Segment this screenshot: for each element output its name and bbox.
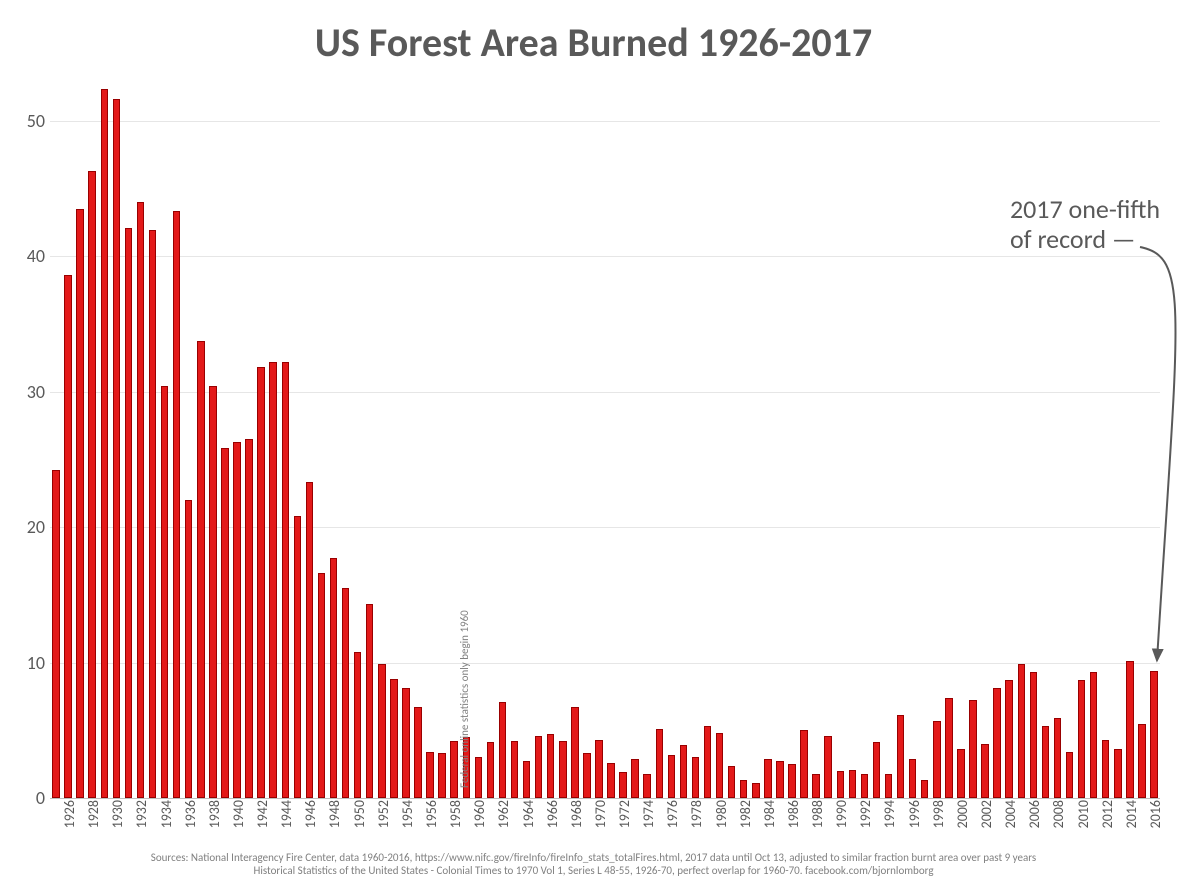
chart-container: US Forest Area Burned 1926-2017 01020304… [0, 0, 1187, 884]
source-line-1: Sources: National Interagency Fire Cente… [0, 851, 1187, 865]
annotation-arrow [0, 0, 1187, 884]
source-caption: Sources: National Interagency Fire Cente… [0, 851, 1187, 879]
source-line-2: Historical Statistics of the United Stat… [0, 864, 1187, 878]
